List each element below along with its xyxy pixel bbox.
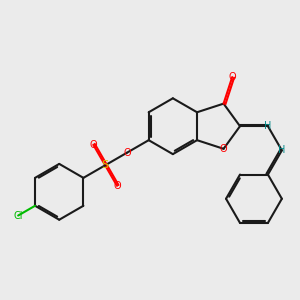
Text: O: O xyxy=(123,148,131,158)
Text: S: S xyxy=(102,160,109,170)
Text: H: H xyxy=(278,146,286,155)
Text: O: O xyxy=(89,140,97,150)
Text: O: O xyxy=(228,72,236,82)
Text: H: H xyxy=(264,121,272,131)
Text: Cl: Cl xyxy=(14,211,23,220)
Text: O: O xyxy=(220,144,227,154)
Text: O: O xyxy=(113,181,121,191)
